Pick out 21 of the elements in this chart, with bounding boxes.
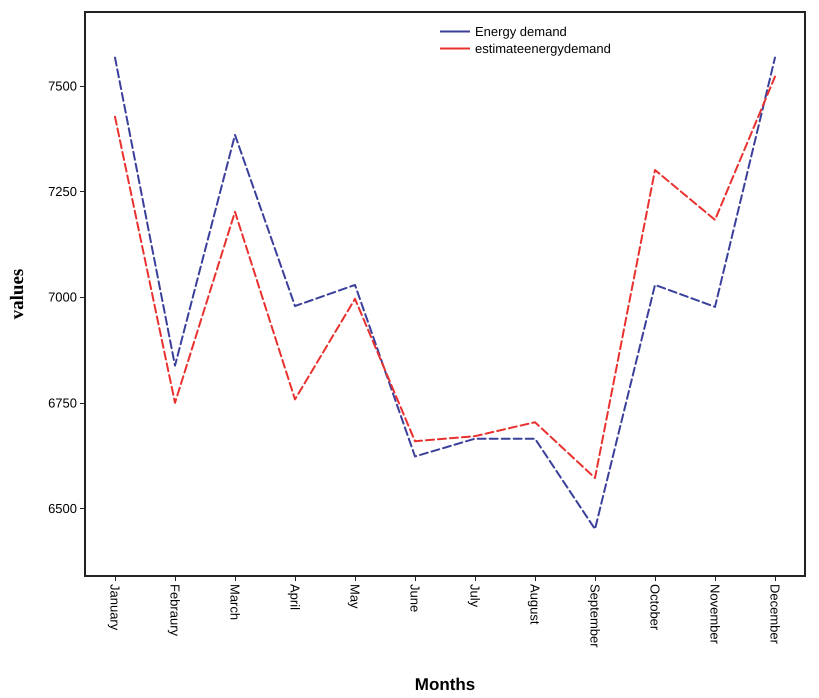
x-tick-label: March [228, 584, 242, 620]
x-tick-label: August [528, 584, 542, 625]
x-tick-label: January [108, 584, 122, 631]
y-tick-label: 7500 [48, 78, 77, 94]
legend-label: Energy demand [475, 24, 567, 39]
x-tick-label: Febraury [168, 584, 182, 637]
y-axis-title: values [7, 268, 28, 320]
x-tick-label: November [708, 584, 722, 645]
y-tick-label: 6750 [48, 395, 77, 410]
x-tick-label: December [768, 584, 782, 645]
y-tick-label: 7000 [48, 290, 77, 305]
legend-label: estimateenergydemand [475, 41, 611, 56]
x-tick-label: October [648, 584, 662, 631]
x-tick-label: May [348, 584, 362, 610]
y-tick-label: 7250 [48, 184, 77, 200]
x-tick-label: July [468, 584, 482, 608]
x-tick-label: September [588, 584, 602, 648]
x-tick-label: April [288, 584, 302, 610]
x-axis-title: Months [414, 675, 476, 694]
y-tick-label: 6500 [48, 500, 77, 516]
x-tick-label: June [408, 584, 422, 612]
